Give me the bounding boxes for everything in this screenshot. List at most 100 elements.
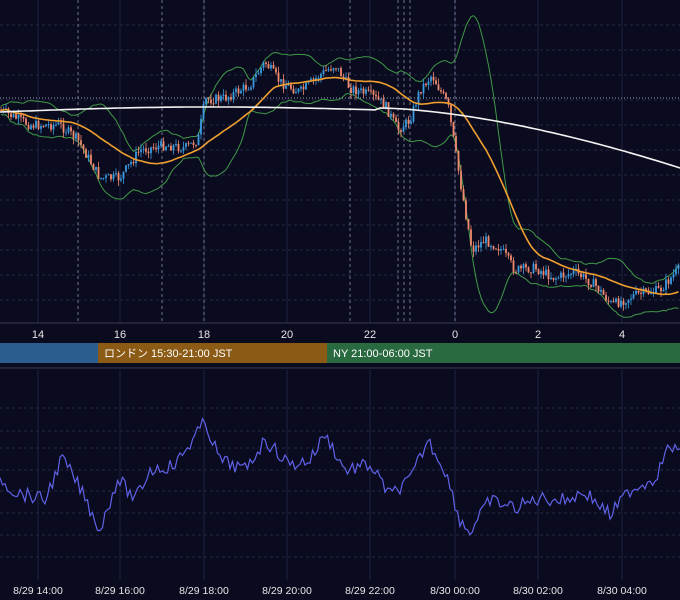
candle-body — [22, 116, 25, 119]
candle-body — [0, 110, 2, 111]
candle-body — [127, 164, 130, 166]
candle-body — [277, 72, 280, 82]
candle-body — [465, 200, 467, 220]
candle-body — [332, 68, 335, 71]
candle-body — [117, 173, 120, 181]
candle-body — [47, 124, 50, 126]
candle-body — [350, 87, 352, 94]
candle-body — [675, 268, 677, 275]
candle-body — [622, 300, 625, 305]
candle-body — [340, 68, 342, 77]
candle-body — [225, 94, 227, 101]
candle-body — [562, 272, 565, 278]
candle-body — [567, 274, 570, 277]
candle-body — [537, 269, 540, 274]
candle-body — [480, 242, 482, 248]
candle-body — [582, 274, 585, 278]
candle-body — [650, 293, 652, 295]
candle-body — [527, 267, 530, 273]
candle-body — [300, 86, 302, 89]
candle-body — [137, 151, 140, 153]
candle-body — [485, 236, 487, 244]
candle-body — [30, 125, 32, 130]
candle-body — [477, 245, 480, 248]
candle-body — [560, 272, 562, 278]
candle-body — [520, 265, 522, 269]
candle-body — [565, 276, 567, 278]
candle-body — [645, 288, 647, 291]
candle-body — [525, 264, 527, 268]
candle-body — [247, 89, 250, 91]
candle-body — [672, 274, 675, 278]
candle-body — [255, 74, 257, 78]
candle-body — [345, 77, 347, 79]
candle-body — [260, 67, 262, 74]
candle-body — [330, 69, 332, 71]
candle-body — [625, 303, 627, 305]
candle-body — [432, 76, 435, 81]
candle-body — [125, 165, 127, 172]
candle-body — [270, 65, 272, 69]
candle-body — [90, 154, 92, 165]
candle-body — [637, 290, 640, 293]
candle-body — [607, 300, 610, 302]
candle-body — [142, 148, 145, 150]
candle-body — [120, 178, 122, 181]
candle-body — [445, 93, 447, 99]
x-tick-label: 4 — [619, 329, 625, 341]
candle-body — [442, 91, 445, 94]
candle-body — [325, 70, 327, 72]
candle-body — [195, 145, 197, 147]
candle-body — [402, 127, 405, 132]
candle-body — [380, 98, 382, 100]
candle-body — [382, 98, 385, 108]
candle-body — [205, 98, 207, 104]
upper-band — [0, 15, 679, 284]
candle-body — [522, 264, 525, 269]
x-tick-label: 18 — [198, 329, 210, 341]
candle-body — [502, 249, 505, 251]
candle-body — [335, 68, 337, 70]
x-tick-label: 22 — [364, 329, 376, 341]
candle-body — [602, 289, 605, 295]
candle-body — [235, 88, 237, 92]
candle-body — [215, 94, 217, 104]
candle-body — [642, 288, 645, 294]
ma-orange — [0, 76, 679, 296]
candle-body — [547, 269, 550, 280]
candle-body — [157, 145, 160, 150]
candle-body — [482, 242, 485, 244]
candle-body — [130, 161, 132, 165]
candle-body — [367, 89, 370, 91]
candle-body — [202, 103, 205, 120]
candle-body — [470, 229, 472, 246]
candle-body — [662, 289, 665, 292]
candle-body — [200, 119, 202, 135]
candle-body — [227, 97, 230, 101]
candle-body — [362, 88, 365, 94]
x-tick-label: 14 — [32, 329, 44, 341]
ma-white — [0, 106, 680, 169]
candle-body — [552, 277, 555, 280]
x-tick-label: 8/30 02:00 — [513, 585, 563, 597]
candle-body — [387, 102, 390, 117]
candle-body — [545, 269, 547, 275]
x-tick-label: 8/30 00:00 — [430, 585, 480, 597]
candle-body — [455, 136, 457, 151]
candle-body — [490, 246, 492, 248]
grid-lines — [0, 0, 680, 323]
candle-body — [155, 147, 157, 150]
candle-body — [45, 124, 47, 127]
candle-body — [467, 219, 470, 230]
candle-body — [290, 84, 292, 89]
candle-body — [570, 273, 572, 275]
candle-body — [160, 141, 162, 146]
candle-body — [360, 88, 362, 91]
oscillator-line — [0, 417, 680, 536]
candle-body — [275, 68, 277, 73]
candle-body — [517, 265, 520, 273]
candle-body — [347, 77, 350, 88]
candle-body — [587, 278, 590, 286]
candle-body — [115, 173, 117, 175]
moving-averages — [0, 76, 680, 296]
